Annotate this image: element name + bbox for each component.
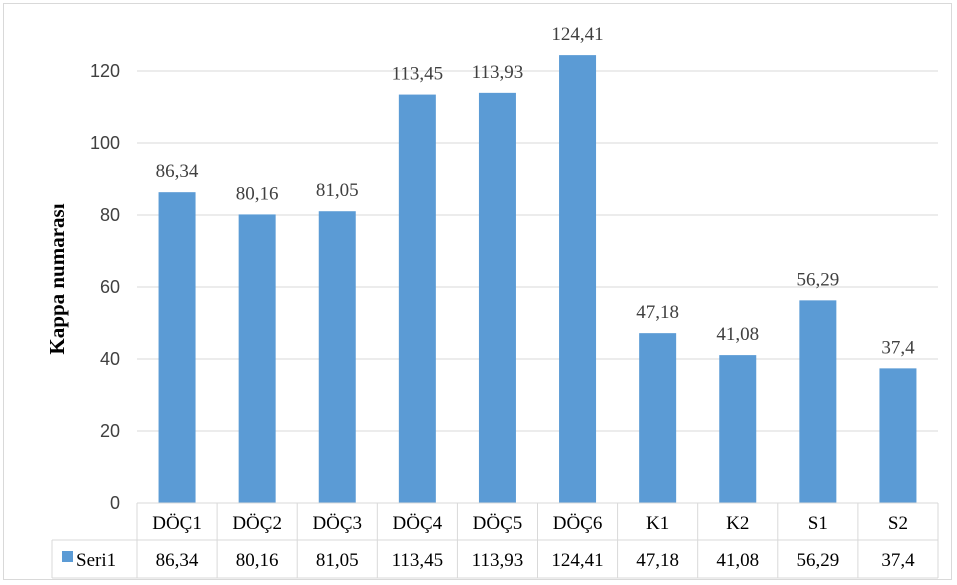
x-category-label: S2 [888,513,908,534]
table-value: 113,45 [392,550,444,571]
x-category-label: K2 [726,513,749,534]
y-tick-label: 40 [100,349,120,369]
bar [398,94,436,503]
x-category-label: DÖÇ3 [312,513,362,534]
x-category-label: DÖÇ4 [393,513,443,534]
table-value: 47,18 [636,550,679,571]
data-table: DÖÇ1 86,34 DÖÇ2 80,16 DÖÇ3 81,05 DÖÇ4 113,45 DÖÇ… [51,502,939,579]
bar [879,368,917,503]
legend-key [62,551,73,562]
y-tick-label: 120 [90,61,120,81]
bar [719,355,757,503]
x-category-label: K1 [646,513,669,534]
data-label: 47,18 [636,302,679,323]
data-label: 113,93 [472,62,524,83]
bar [639,333,677,503]
table-value: 56,29 [796,550,839,571]
bars [158,55,917,504]
x-category-label: DÖÇ1 [152,513,202,534]
table-value: 80,16 [236,550,279,571]
legend-label: Seri1 [76,550,116,571]
data-label: 124,41 [551,24,603,45]
y-tick-label: 20 [100,421,120,441]
y-tick-label: 100 [90,133,120,153]
y-axis-ticks: 0 20 40 60 80 100 120 [90,61,120,513]
bar [158,192,196,503]
y-tick-label: 0 [110,493,120,513]
data-label: 41,08 [716,324,759,345]
data-label: 81,05 [316,180,359,201]
x-category-label: S1 [808,513,828,534]
bar [238,214,276,503]
x-category-label: DÖÇ5 [473,513,523,534]
y-axis-title: Kappa numarası [45,203,69,354]
table-value: 124,41 [551,550,603,571]
bar [318,211,356,503]
table-value: 37,4 [881,550,915,571]
data-label: 37,4 [881,337,915,358]
y-tick-label: 80 [100,205,120,225]
table-value: 81,05 [316,550,359,571]
data-label: 113,45 [392,64,444,85]
x-category-label: DÖÇ2 [232,513,282,534]
data-label: 56,29 [796,269,839,290]
data-labels: 86,34 80,16 81,05 113,45 113,93 124,41 47,18 41… [156,24,915,358]
bar [478,92,516,504]
data-label: 86,34 [156,161,199,182]
bar [799,300,837,503]
table-value: 86,34 [156,550,199,571]
bar [559,55,597,504]
y-tick-label: 60 [100,277,120,297]
table-value: 41,08 [716,550,759,571]
table-value: 113,93 [472,550,524,571]
data-label: 80,16 [236,183,279,204]
x-category-label: DÖÇ6 [553,513,603,534]
